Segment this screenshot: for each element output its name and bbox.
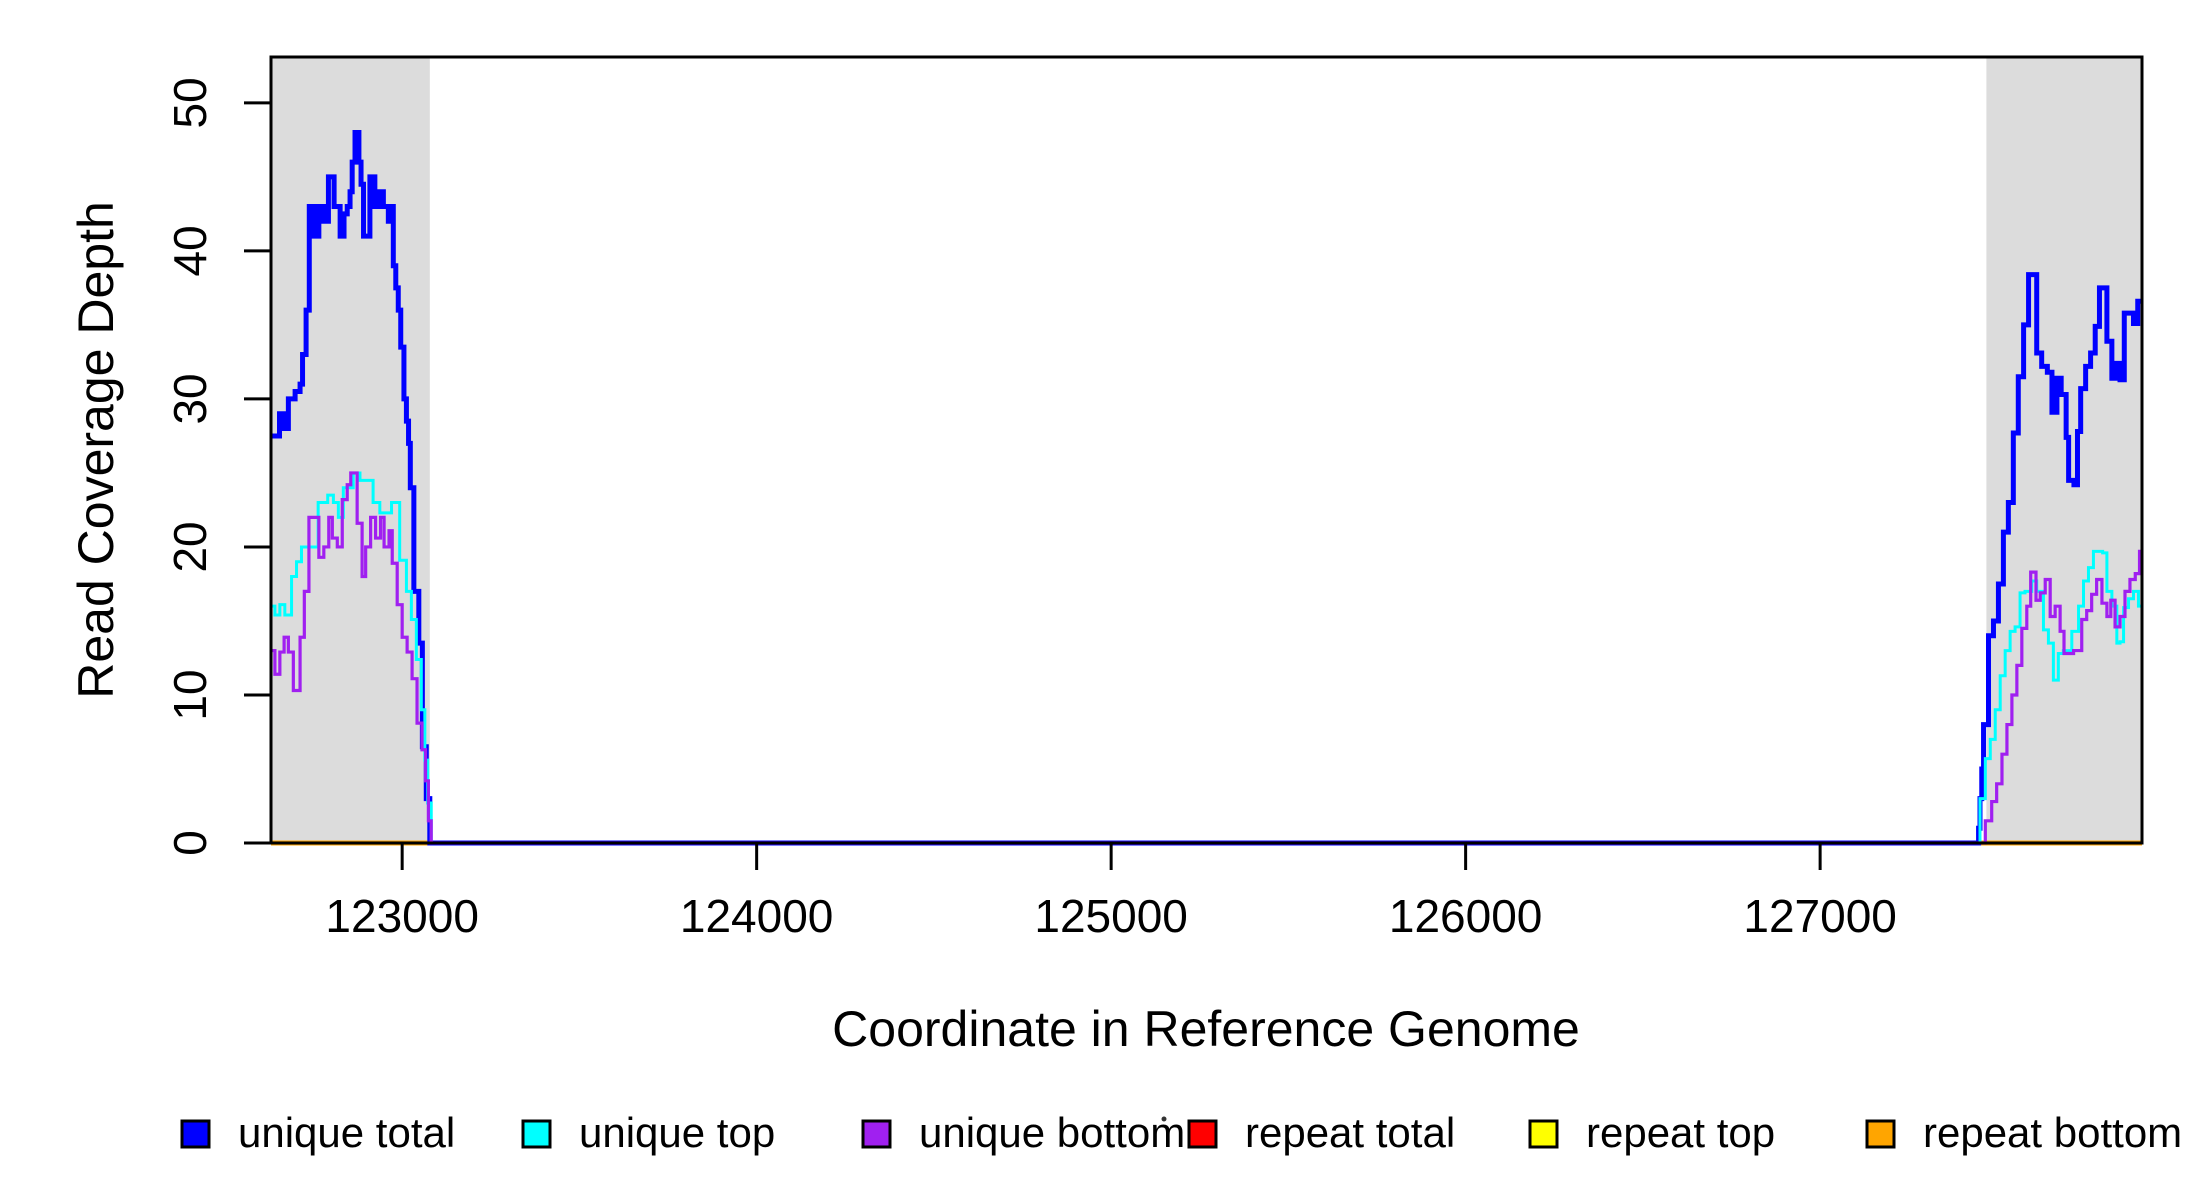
legend-swatch-repeat-bottom — [1865, 1119, 1896, 1149]
x-tick-marks — [400, 843, 1822, 870]
legend: unique total unique top unique bottom re… — [180, 1109, 2182, 1156]
legend-swatch-repeat-total — [1187, 1119, 1218, 1149]
legend-label: unique total — [238, 1109, 455, 1156]
legend-swatch-repeat-top — [1528, 1119, 1559, 1149]
legend-label: repeat top — [1586, 1109, 1775, 1156]
y-tick-label: 40 — [164, 225, 216, 276]
plot-border — [269, 55, 2144, 845]
legend-label: unique top — [579, 1109, 775, 1156]
stray-dot — [1161, 1116, 1167, 1122]
x-tick-label: 127000 — [1743, 890, 1897, 942]
x-axis: 123000 124000 125000 126000 127000 Coord… — [325, 843, 1897, 1057]
legend-label: repeat bottom — [1923, 1109, 2182, 1156]
x-tick-label: 126000 — [1389, 890, 1543, 942]
y-axis: 0 10 20 30 40 50 Read Coverage Depth — [68, 77, 271, 856]
series-line-unique-top — [271, 471, 2142, 845]
y-tick-label: 50 — [164, 77, 216, 128]
legend-label: repeat total — [1245, 1109, 1455, 1156]
legend-swatch-unique-top — [521, 1119, 552, 1149]
y-tick-label: 30 — [164, 373, 216, 424]
legend-swatch-unique-total — [180, 1119, 211, 1149]
y-axis-title: Read Coverage Depth — [68, 201, 124, 699]
x-tick-label: 124000 — [680, 890, 834, 942]
series-line-unique-total — [271, 129, 2142, 846]
y-tick-label: 10 — [164, 669, 216, 720]
x-tick-label: 123000 — [325, 890, 479, 942]
legend-swatch-unique-bottom — [861, 1119, 892, 1149]
highlight-regions — [271, 57, 2142, 843]
series-lines — [271, 129, 2142, 846]
y-tick-label: 20 — [164, 521, 216, 572]
x-tick-label: 125000 — [1034, 890, 1188, 942]
y-tick-marks — [244, 101, 271, 845]
y-tick-label: 0 — [164, 830, 216, 856]
x-axis-title: Coordinate in Reference Genome — [832, 1001, 1580, 1057]
series-line-unique-bottom — [271, 471, 2142, 845]
legend-label: unique bottom — [919, 1109, 1185, 1156]
